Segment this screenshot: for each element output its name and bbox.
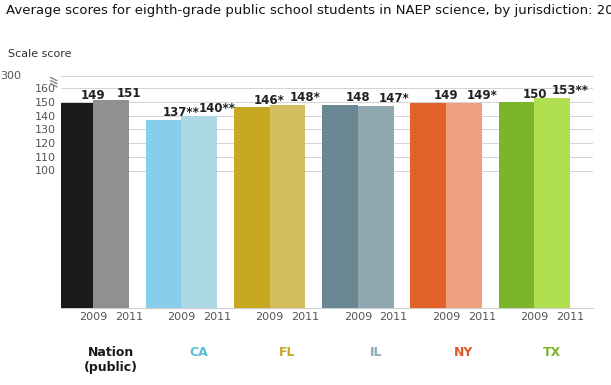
Bar bbox=[93, 100, 129, 308]
Bar bbox=[411, 103, 446, 308]
Text: 149*: 149* bbox=[466, 89, 497, 102]
Text: 153**: 153** bbox=[552, 84, 588, 97]
Text: 149: 149 bbox=[81, 89, 105, 102]
Bar bbox=[446, 103, 482, 308]
Bar bbox=[269, 104, 306, 308]
Bar bbox=[322, 104, 358, 308]
Text: NY: NY bbox=[455, 346, 474, 360]
Text: CA: CA bbox=[190, 346, 208, 360]
Text: 148*: 148* bbox=[290, 91, 321, 104]
Text: TX: TX bbox=[543, 346, 562, 360]
Bar bbox=[145, 120, 181, 308]
Bar bbox=[57, 103, 93, 308]
Text: 146*: 146* bbox=[254, 94, 285, 107]
Bar bbox=[535, 98, 570, 308]
Text: 150: 150 bbox=[522, 88, 547, 101]
Text: 149: 149 bbox=[434, 89, 458, 102]
Bar bbox=[181, 116, 217, 308]
Text: 147*: 147* bbox=[378, 92, 409, 105]
Text: 300: 300 bbox=[1, 71, 21, 81]
Bar bbox=[499, 102, 535, 308]
Text: 148: 148 bbox=[346, 91, 370, 104]
Text: Nation
(public): Nation (public) bbox=[84, 346, 138, 375]
Text: 137**: 137** bbox=[163, 106, 200, 119]
Bar bbox=[234, 107, 269, 308]
Text: Scale score: Scale score bbox=[8, 49, 71, 59]
Text: FL: FL bbox=[279, 346, 296, 360]
Bar bbox=[358, 106, 393, 308]
Text: 140**: 140** bbox=[199, 102, 235, 115]
Text: IL: IL bbox=[370, 346, 382, 360]
Text: Average scores for eighth-grade public school students in NAEP science, by juris: Average scores for eighth-grade public s… bbox=[6, 4, 611, 17]
Text: 151: 151 bbox=[117, 87, 141, 100]
